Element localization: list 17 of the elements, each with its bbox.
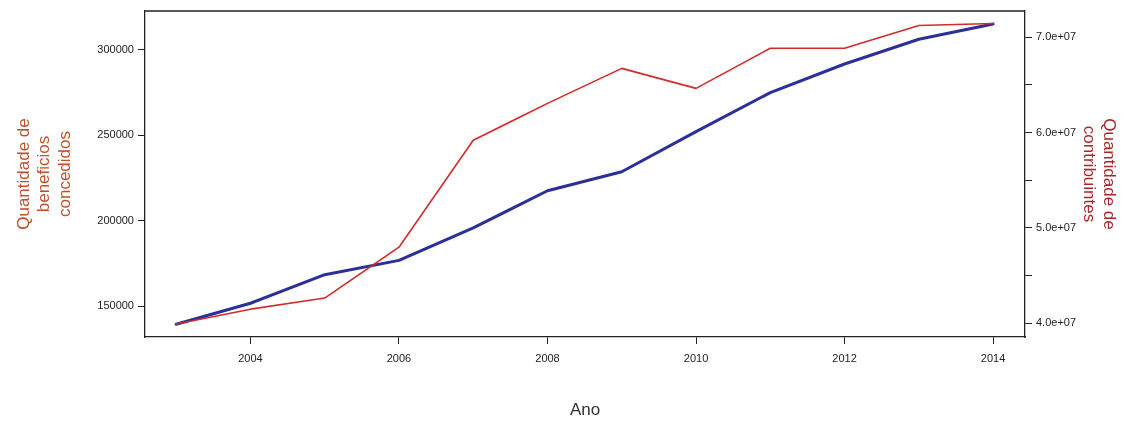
x-tick-label: 2012 [832,351,857,364]
x-tick-label: 2010 [683,351,709,364]
y-tick-label: 250000 [97,128,134,141]
x-axis-title: Ano [569,400,601,420]
y-tick-label: 300000 [97,42,134,55]
y2-axis-title: Quantidade de contribuintes [1079,118,1120,230]
x-tick-label: 2006 [386,351,412,364]
x-tick-label: 2014 [980,351,1006,364]
y-tick-label: 200000 [97,213,134,226]
y2-tick-label: 7.0e+07 [1036,30,1077,43]
y2-tick-label: 5.0e+07 [1036,220,1077,233]
x-tick-label: 2008 [535,351,560,364]
y2-tick-label: 6.0e+07 [1036,125,1077,138]
x-tick-label: 2004 [238,351,263,364]
y-axis-title: Quantidade de beneficios concedidos [13,118,74,230]
y2-tick-label: 4.0e+07 [1036,316,1077,329]
y-tick-label: 150000 [97,299,134,312]
